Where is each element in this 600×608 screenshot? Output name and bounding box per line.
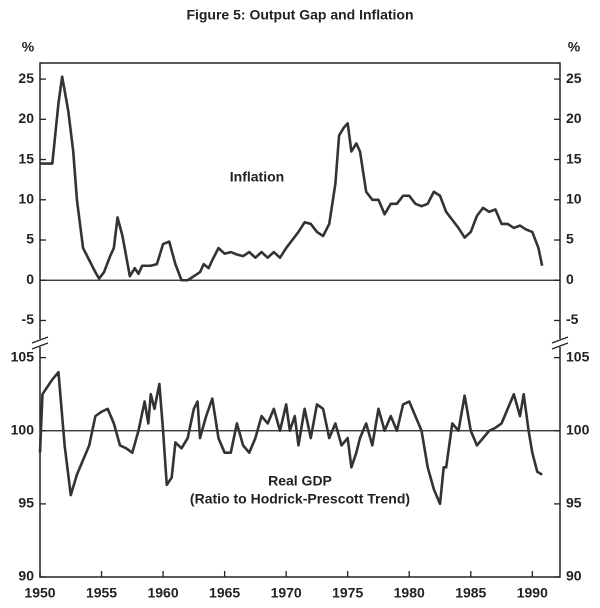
y2-tick-label: 25 xyxy=(566,70,582,86)
y2-tick-label: 105 xyxy=(566,348,590,364)
y2-tick-label: 0 xyxy=(566,271,574,287)
annotation: Real GDP xyxy=(268,473,332,489)
y-tick-label: 15 xyxy=(18,150,34,166)
x-tick-label: 1950 xyxy=(24,585,55,601)
y-tick-label: 105 xyxy=(11,348,35,364)
x-tick-label: 1965 xyxy=(209,585,240,601)
x-tick-label: 1985 xyxy=(455,585,486,601)
x-tick-label: 1980 xyxy=(394,585,425,601)
y2-tick-label: 90 xyxy=(566,568,582,584)
y-tick-label: 20 xyxy=(18,110,34,126)
y-axis-label: % xyxy=(22,39,35,55)
data-line xyxy=(40,75,544,282)
y2-tick-label: -5 xyxy=(566,311,579,327)
y-tick-label: 100 xyxy=(11,421,35,437)
y2-tick-label: 10 xyxy=(566,190,582,206)
y-tick-label: 0 xyxy=(26,271,34,287)
y-tick-label: -5 xyxy=(22,311,35,327)
y-tick-label: 10 xyxy=(18,190,34,206)
y-tick-label: 95 xyxy=(18,495,34,511)
y2-axis-label: % xyxy=(568,39,581,55)
annotation: Inflation xyxy=(230,169,284,185)
x-tick-label: 1955 xyxy=(86,585,117,601)
x-tick-label: 1990 xyxy=(517,585,548,601)
axis-break xyxy=(31,336,569,350)
x-tick-label: 1960 xyxy=(147,585,178,601)
chart-title: Figure 5: Output Gap and Inflation xyxy=(186,7,413,23)
y-tick-label: 25 xyxy=(18,70,34,86)
annotation: (Ratio to Hodrick-Prescott Trend) xyxy=(190,491,410,507)
y2-tick-label: 95 xyxy=(566,495,582,511)
data-line xyxy=(38,370,543,506)
y2-tick-label: 15 xyxy=(566,150,582,166)
y2-tick-label: 5 xyxy=(566,231,574,247)
y2-tick-label: 100 xyxy=(566,421,590,437)
y2-tick-label: 20 xyxy=(566,110,582,126)
y-tick-label: 5 xyxy=(26,231,34,247)
x-tick-label: 1975 xyxy=(332,585,363,601)
y-tick-label: 90 xyxy=(18,568,34,584)
x-tick-label: 1970 xyxy=(271,585,302,601)
